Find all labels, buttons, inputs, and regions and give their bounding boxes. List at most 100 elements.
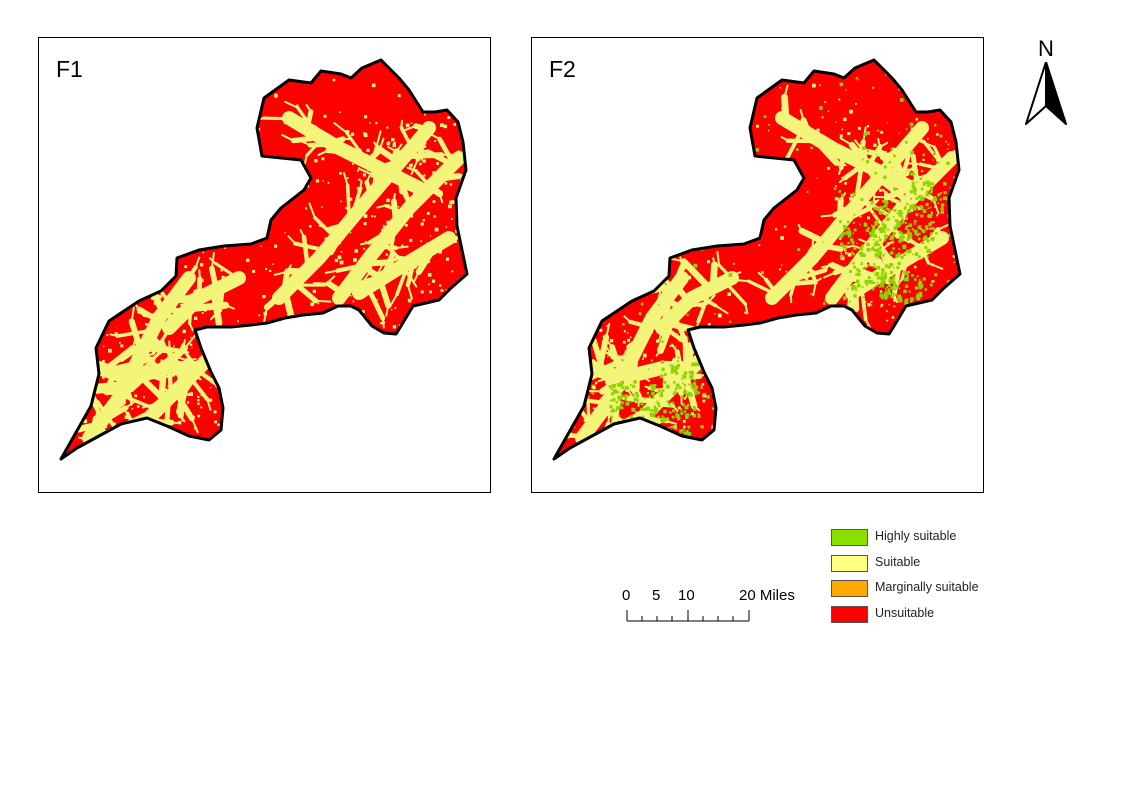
suitability-cell <box>804 391 809 395</box>
suitability-cell <box>624 430 627 433</box>
valley-branch <box>890 167 906 180</box>
suitability-cell <box>452 337 454 339</box>
suitability-cell <box>839 220 842 224</box>
suitability-cell <box>172 353 175 356</box>
suitability-cell <box>115 450 119 455</box>
highly-suitable-cell <box>878 238 882 242</box>
suitability-cell <box>809 410 813 415</box>
valley-branch <box>865 200 896 221</box>
valley-branch <box>918 162 944 171</box>
valley-branch <box>184 265 198 284</box>
valley-branch <box>343 172 349 187</box>
suitability-cell <box>376 298 379 301</box>
suitability-cell <box>843 399 846 401</box>
highly-suitable-cell <box>849 262 851 264</box>
suitability-cell <box>638 391 641 394</box>
suitability-cell <box>128 347 131 350</box>
suitability-cell <box>557 227 559 230</box>
suitability-cell <box>809 351 813 354</box>
highly-suitable-cell <box>850 238 854 242</box>
valley-branch <box>369 172 413 186</box>
valley-branch <box>605 322 611 339</box>
suitability-cell <box>644 459 646 461</box>
highly-suitable-cell <box>671 401 674 404</box>
suitability-cell <box>344 459 348 463</box>
suitability-cell <box>848 348 851 350</box>
highly-suitable-cell <box>878 285 882 288</box>
valley-branch <box>789 294 793 304</box>
suitability-cell <box>772 327 777 332</box>
suitability-cell <box>347 147 351 150</box>
highly-suitable-cell <box>620 385 623 388</box>
suitability-cell <box>679 90 682 93</box>
suitability-cell <box>937 170 940 173</box>
highly-suitable-cell <box>927 248 931 253</box>
suitability-cell <box>844 161 846 164</box>
suitability-cell <box>834 185 837 187</box>
suitability-cell <box>421 151 425 154</box>
highly-suitable-cell <box>651 409 654 412</box>
legend-swatch <box>831 605 868 623</box>
suitability-cell <box>290 444 294 447</box>
suitability-cell <box>466 279 467 283</box>
north-arrow-icon <box>1025 62 1067 125</box>
valley-branch <box>572 380 585 394</box>
highly-suitable-cell <box>651 430 654 434</box>
suitability-cell <box>592 292 596 296</box>
suitability-cell <box>936 214 939 217</box>
suitability-cell <box>79 409 83 413</box>
highly-suitable-cell <box>898 231 901 234</box>
highly-suitable-cell <box>883 270 886 273</box>
suitability-cell <box>866 242 870 247</box>
suitability-cell <box>816 128 820 132</box>
suitability-cell <box>332 78 336 82</box>
valley-branch <box>587 442 593 457</box>
suitability-cell <box>850 195 853 197</box>
valley-branch <box>164 396 171 425</box>
suitability-cell <box>883 175 887 180</box>
suitability-cell <box>246 392 250 395</box>
valley-branch <box>597 375 615 383</box>
suitability-cell <box>962 204 965 207</box>
suitability-cell <box>184 384 189 389</box>
highly-suitable-cell <box>839 254 844 259</box>
suitability-cell <box>265 268 268 271</box>
legend-swatch <box>831 529 868 546</box>
suitability-cell <box>76 422 79 425</box>
suitability-cell <box>270 75 274 79</box>
suitability-cell <box>877 426 879 428</box>
valley-branch <box>308 202 316 219</box>
suitability-cell <box>946 306 948 309</box>
highly-suitable-cell <box>900 215 903 218</box>
suitability-cell <box>409 238 413 242</box>
suitability-cell <box>159 128 163 132</box>
suitability-cell <box>915 118 919 121</box>
suitability-cell <box>290 381 293 385</box>
suitability-cell <box>252 269 256 273</box>
suitability-cell <box>810 292 813 295</box>
suitability-cell <box>743 443 747 447</box>
scale-tick-label: 10 <box>678 587 695 604</box>
highly-suitable-cell <box>903 270 907 275</box>
suitability-cell <box>768 124 771 126</box>
highly-suitable-cell <box>872 281 876 285</box>
suitability-cell <box>192 415 195 418</box>
suitability-cell <box>594 437 597 440</box>
suitability-cell <box>188 216 190 218</box>
highly-suitable-cell <box>863 223 868 227</box>
suitability-cell <box>571 347 575 351</box>
suitability-cell <box>883 150 887 155</box>
suitability-cell <box>106 364 109 367</box>
suitability-cell <box>445 257 450 261</box>
suitability-cell <box>363 333 366 336</box>
suitability-cell <box>210 467 213 470</box>
suitability-cell <box>426 350 430 354</box>
highly-suitable-cell <box>896 221 900 226</box>
suitability-cell <box>139 60 144 64</box>
suitability-cell <box>187 393 190 396</box>
suitability-cell <box>701 383 705 386</box>
highly-suitable-cell <box>894 209 897 212</box>
suitability-cell <box>85 388 88 390</box>
valley-branch <box>262 116 292 121</box>
suitability-cell <box>424 113 426 116</box>
